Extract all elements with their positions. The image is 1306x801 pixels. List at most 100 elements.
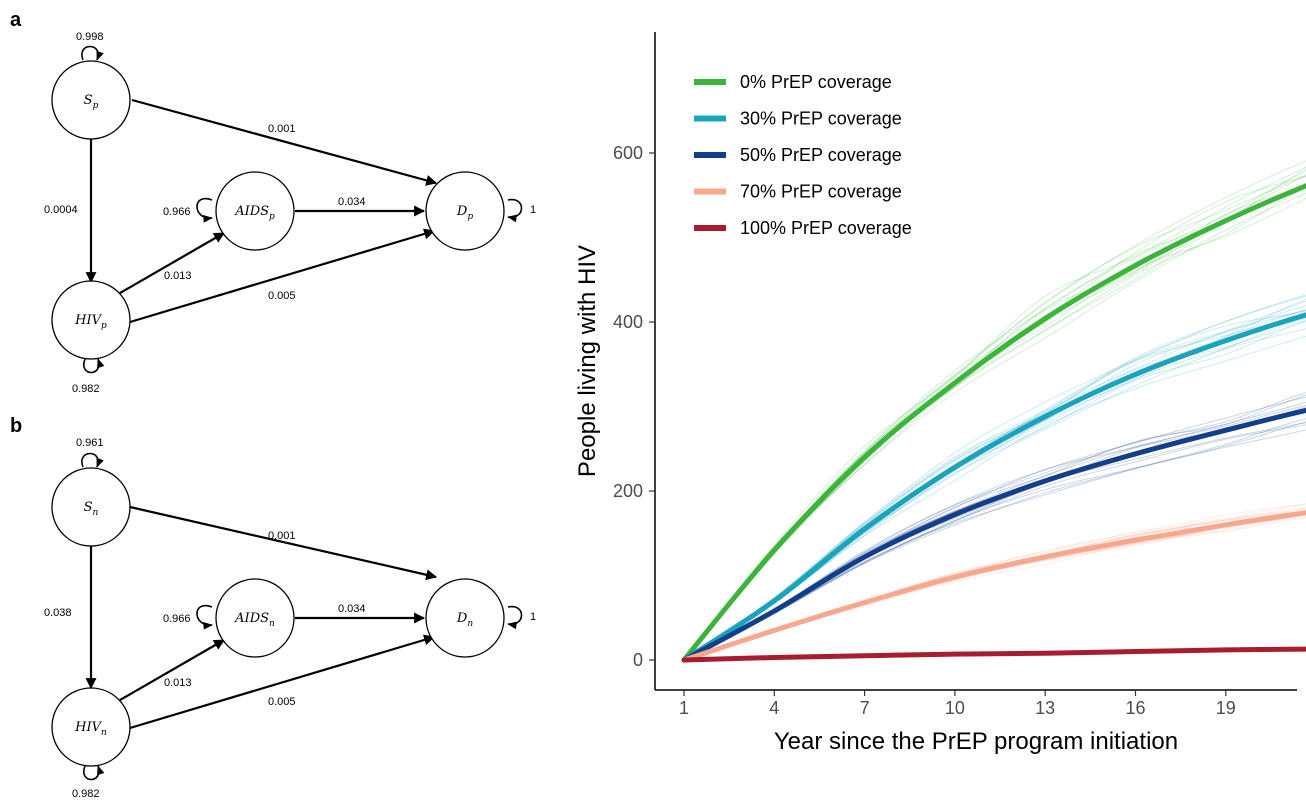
self-loop-s-a — [81, 45, 104, 61]
series-sim-line-50 — [683, 392, 1306, 661]
x-tick-label: 19 — [1216, 698, 1236, 718]
series-sim-line-50 — [683, 418, 1306, 661]
self-loop-d-b — [507, 605, 523, 630]
prob-hiv-d-b: 0.005 — [268, 696, 296, 708]
series-sim-line-50 — [683, 407, 1306, 661]
legend-label: 100% PrEP coverage — [740, 218, 912, 238]
x-tick-label: 4 — [769, 698, 779, 718]
node-s-b — [51, 467, 131, 547]
x-tick-label: 10 — [945, 698, 965, 718]
prob-s-hiv-b: 0.038 — [44, 607, 72, 619]
node-label-d-b: Dn — [456, 611, 473, 629]
series-sim-line-50 — [683, 424, 1306, 661]
series-sim-line-0 — [683, 166, 1306, 661]
panel-label-a: a — [10, 9, 22, 31]
series-sim-line-50 — [683, 404, 1306, 661]
series-line-70-pct — [681, 510, 1306, 663]
series-sim-line-30 — [683, 295, 1306, 661]
self-loop-d-a — [507, 198, 523, 223]
prob-s-self-a: 0.998 — [76, 31, 104, 43]
node-label-s-a: Sp — [84, 93, 99, 111]
prob-s-d-b: 0.001 — [268, 530, 296, 542]
node-aids-b — [215, 578, 295, 658]
edge-s-to-d-b — [129, 505, 438, 581]
prob-hiv-aids-b: 0.013 — [164, 677, 192, 689]
y-tick-label: 200 — [613, 481, 643, 501]
legend-label: 0% PrEP coverage — [740, 72, 892, 92]
series-sim-line-30 — [683, 335, 1306, 661]
series-line-100-pct — [681, 646, 1306, 663]
chart-series-group — [681, 160, 1306, 663]
node-label-hiv-a: HIVp — [74, 313, 107, 331]
prob-d-self-b: 1 — [530, 611, 536, 623]
prob-aids-d-b: 0.034 — [338, 603, 366, 615]
series-line-50-pct — [681, 407, 1306, 663]
series-sim-line-50 — [683, 429, 1306, 661]
series-sim-line-70 — [683, 513, 1306, 661]
y-tick-label: 400 — [613, 312, 643, 332]
x-tick-label: 7 — [860, 698, 870, 718]
series-sim-line-30 — [683, 310, 1306, 661]
edge-hiv-to-aids-a — [119, 232, 225, 294]
legend-label: 50% PrEP coverage — [740, 145, 902, 165]
self-loop-s-b — [81, 452, 104, 468]
node-label-s-b: Sn — [84, 500, 99, 518]
series-line-0-pct — [681, 183, 1306, 663]
series-sim-line-50 — [683, 422, 1306, 661]
prob-hiv-d-a: 0.005 — [268, 290, 296, 302]
prob-s-d-a: 0.001 — [268, 123, 296, 135]
series-sim-line-70 — [683, 503, 1306, 661]
x-axis-label: Year since the PrEP program initiation — [774, 728, 1178, 755]
prob-hiv-self-a: 0.982 — [72, 383, 100, 395]
node-d-a — [425, 171, 505, 251]
prob-hiv-self-b: 0.982 — [72, 788, 100, 800]
y-axis-label: People living with HIV — [574, 245, 601, 477]
self-loop-hiv-a — [83, 358, 105, 374]
prob-aids-d-a: 0.034 — [338, 196, 366, 208]
series-line-30-pct — [681, 312, 1306, 663]
node-s-a — [51, 60, 131, 140]
prob-d-self-a: 1 — [530, 204, 536, 216]
prob-s-self-b: 0.961 — [76, 437, 104, 449]
series-sim-line-0 — [683, 174, 1306, 661]
prob-aids-self-a: 0.966 — [163, 206, 191, 218]
panel-label-b: b — [10, 415, 22, 437]
state-diagram-a: a Sp AIDSp Dp HIVp 0.998 0.001 0.0004 0.… — [10, 9, 536, 395]
y-tick-label: 600 — [613, 143, 643, 163]
node-label-d-a: Dp — [456, 204, 473, 222]
prob-s-hiv-a: 0.0004 — [44, 204, 78, 216]
series-sim-line-0 — [683, 197, 1306, 661]
axis-ticks: 020040060014710131619222528 — [613, 143, 1236, 718]
node-label-aids-a: AIDSp — [234, 204, 275, 222]
legend: 0% PrEP coverage 30% PrEP coverage 50% PrE… — [694, 72, 912, 238]
series-sim-line-70 — [683, 515, 1306, 661]
legend-label: 70% PrEP coverage — [740, 182, 902, 202]
series-sim-line-50 — [683, 406, 1306, 661]
y-tick-label: 0 — [633, 650, 643, 670]
series-sim-line-0 — [683, 170, 1306, 661]
edge-hiv-to-d-b — [129, 634, 436, 730]
series-sim-line-50 — [683, 401, 1306, 661]
edge-hiv-to-d-a — [129, 228, 436, 324]
x-tick-label: 16 — [1125, 698, 1145, 718]
node-d-b — [425, 578, 505, 658]
series-sim-line-50 — [683, 409, 1306, 661]
edge-hiv-to-aids-b — [119, 639, 225, 701]
series-sim-line-0 — [683, 192, 1306, 661]
series-sim-line-0 — [683, 185, 1306, 661]
series-sim-line-70 — [683, 517, 1306, 661]
edge-s-to-d-a — [131, 98, 438, 186]
state-diagram-b: b Sn AIDSn Dn HIVn 0.961 0.001 0.038 0.9… — [10, 415, 536, 800]
series-sim-line-30 — [683, 317, 1306, 661]
series-sim-line-0 — [683, 160, 1306, 661]
series-sim-line-50 — [683, 411, 1306, 661]
node-label-aids-b: AIDSn — [234, 611, 275, 629]
x-tick-label: 1 — [679, 698, 689, 718]
series-sim-line-0 — [683, 175, 1306, 661]
prob-aids-self-b: 0.966 — [163, 613, 191, 625]
self-loop-hiv-b — [83, 765, 105, 781]
prob-hiv-aids-a: 0.013 — [164, 270, 192, 282]
series-sim-line-50 — [683, 421, 1306, 661]
series-sim-line-30 — [683, 300, 1306, 661]
